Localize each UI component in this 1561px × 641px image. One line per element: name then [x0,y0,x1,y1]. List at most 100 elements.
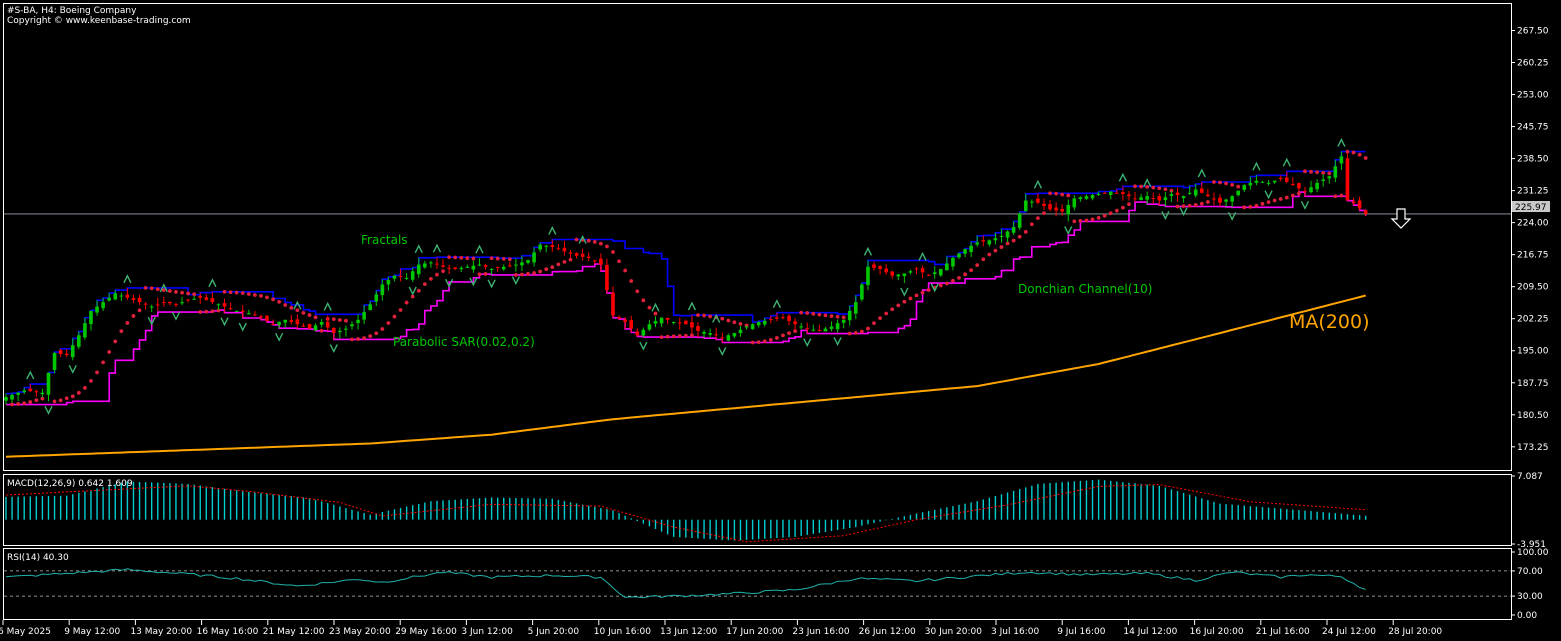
sar-dot [483,272,488,276]
sar-dot [1096,215,1101,220]
sar-dot [1108,211,1113,216]
fractal-down-icon [1179,207,1188,217]
sar-dot [192,292,197,297]
candle-body [750,324,755,330]
macd-y-tick-label: -3.951 [1517,540,1546,550]
sar-dot [392,314,397,319]
sar-dot [161,288,166,293]
sar-dot [1212,180,1216,184]
sar-dot [1090,217,1095,222]
sar-dot [969,268,974,273]
sar-dot [1266,200,1271,205]
candle-body [259,316,263,318]
rsi-panel-frame [3,548,1512,620]
sar-dot [1333,194,1338,199]
sar-dot [265,295,269,300]
fractal-up-icon [475,244,484,254]
x-tick-label: 21 Jul 16:00 [1256,627,1310,637]
current-price-tag: 225.97 [1512,201,1550,213]
sar-dot [647,305,652,310]
fractal-up-icon [432,243,442,253]
sar-dot [993,248,998,253]
candle-body [1127,194,1131,197]
sar-dot [386,321,391,325]
sar-dot [422,282,427,287]
candle-body [1297,183,1301,189]
sar-dot [1157,186,1162,191]
sar-dot [538,269,543,274]
candle-body [562,247,567,252]
y-tick-label: 267.50 [1517,27,1549,37]
sar-dot [1242,205,1247,210]
copyright-text: Copyright © www.keenbase-trading.com [7,16,191,26]
sar-dot [665,334,670,339]
y-tick-label: 245.75 [1517,123,1549,133]
sar-dot [113,339,118,344]
candle-body [247,313,251,315]
fractal-up-icon [1118,172,1128,182]
rsi-y-tick-label: 0.00 [1517,611,1537,621]
x-tick-label: 9 Jul 16:00 [1057,627,1106,637]
fractal-up-icon [548,225,557,235]
candle-body [738,329,743,334]
sar-dot [720,316,725,321]
candle-body [198,295,203,298]
candle-body [174,304,178,306]
candle-body [847,310,852,321]
fractal-down-icon [1300,200,1310,210]
candle-body [890,271,895,276]
y-tick-label: 180.50 [1517,411,1549,421]
sar-dot [805,311,810,315]
sar-dot [1236,184,1241,189]
candle-body [368,304,372,311]
sar-dot [1363,156,1368,160]
sar-dot [1023,229,1028,234]
candle-body [1321,179,1325,182]
sar-dot [866,326,870,331]
sar-dot [1078,219,1083,223]
sar-dot [374,331,379,336]
sar-dot [872,321,876,326]
fractal-up-icon [1252,161,1261,171]
sar-dot [1278,197,1283,201]
rsi-title: RSI(14) 40.30 [7,553,69,563]
candle-body [131,298,136,300]
candle-body [1248,182,1253,186]
candle-body [465,266,470,268]
candle-body [331,328,336,334]
candle-body [1011,227,1016,233]
candle-body [1151,198,1156,200]
sar-dot [319,328,324,333]
candle-body [963,249,967,254]
sar-dot [702,313,706,318]
sar-dot [149,286,154,291]
macd-y-tick-label: 7.087 [1517,472,1543,482]
candle-body [338,330,342,333]
sar-dot [526,271,530,276]
sar-dot [180,290,184,295]
x-tick-label: 17 Jun 20:00 [726,627,783,637]
candle-body [902,273,907,277]
sar-dot [708,314,713,319]
candle-body [89,310,93,325]
candle-body [665,317,670,320]
sar-dot [1133,184,1137,189]
candle-body [684,320,688,325]
sar-dot [131,314,136,318]
candle-body [817,330,822,332]
candle-body [993,238,998,241]
sar-dot [908,296,913,301]
candle-body [659,317,664,324]
candle-body [22,390,27,393]
y-tick-label: 216.75 [1517,251,1549,261]
candle-body [253,314,257,316]
ma200-line [5,294,1366,458]
candle-body [186,299,190,301]
sar-dot [380,327,385,331]
sar-dot [447,255,452,260]
x-tick-label: 21 May 12:00 [263,627,325,637]
sar-dot [1297,191,1301,196]
sar-dot [1102,213,1107,218]
y-tick-label: 260.25 [1517,59,1549,69]
sar-dot [1175,204,1180,209]
